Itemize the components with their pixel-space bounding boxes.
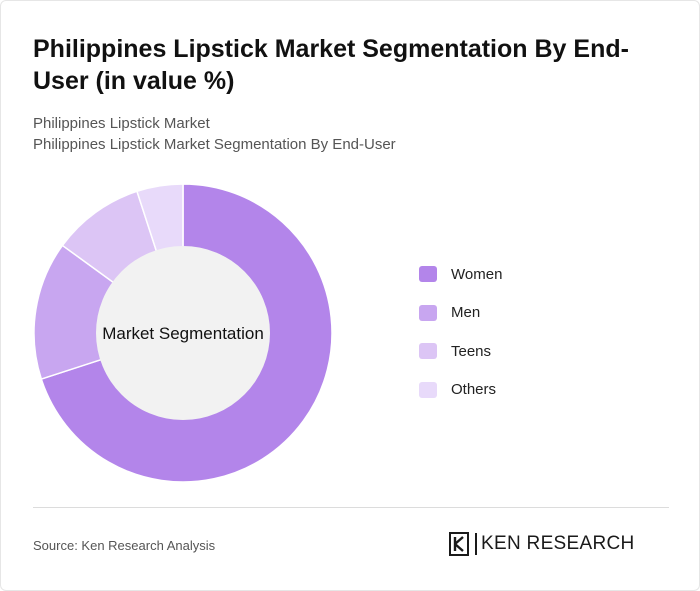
- legend-item-teens: Teens: [419, 341, 502, 361]
- legend-label: Others: [451, 381, 497, 398]
- legend-label: Men: [451, 304, 481, 321]
- legend-label: Teens: [451, 342, 492, 360]
- legend-item-women: Women: [419, 264, 502, 284]
- ken-research-logo-icon: [449, 532, 469, 556]
- chart-legend: Women Men Teens Others: [419, 264, 502, 418]
- legend-label: Women: [451, 265, 503, 283]
- subtitle-segmentation: Philippines Lipstick Market Segmentation…: [33, 136, 396, 153]
- divider: [33, 507, 669, 508]
- legend-item-men: Men: [419, 303, 502, 323]
- donut-center-label: Market Segmentation: [102, 324, 264, 343]
- subtitle-market: Philippines Lipstick Market: [33, 115, 210, 132]
- logo-text: KEN RESEARCH: [481, 533, 635, 554]
- donut-hole: [96, 246, 270, 420]
- ken-research-logo: KEN RESEARCH: [449, 532, 635, 556]
- legend-swatch: [419, 266, 437, 282]
- logo-separator: [475, 533, 477, 555]
- legend-swatch: [419, 304, 437, 321]
- chart-title: Philippines Lipstick Market Segmentation…: [33, 35, 629, 95]
- legend-swatch: [419, 343, 437, 359]
- donut-chart: Market Segmentation: [33, 183, 333, 483]
- source-note: Source: Ken Research Analysis: [33, 538, 216, 553]
- legend-item-others: Others: [419, 380, 502, 400]
- legend-swatch: [419, 381, 437, 398]
